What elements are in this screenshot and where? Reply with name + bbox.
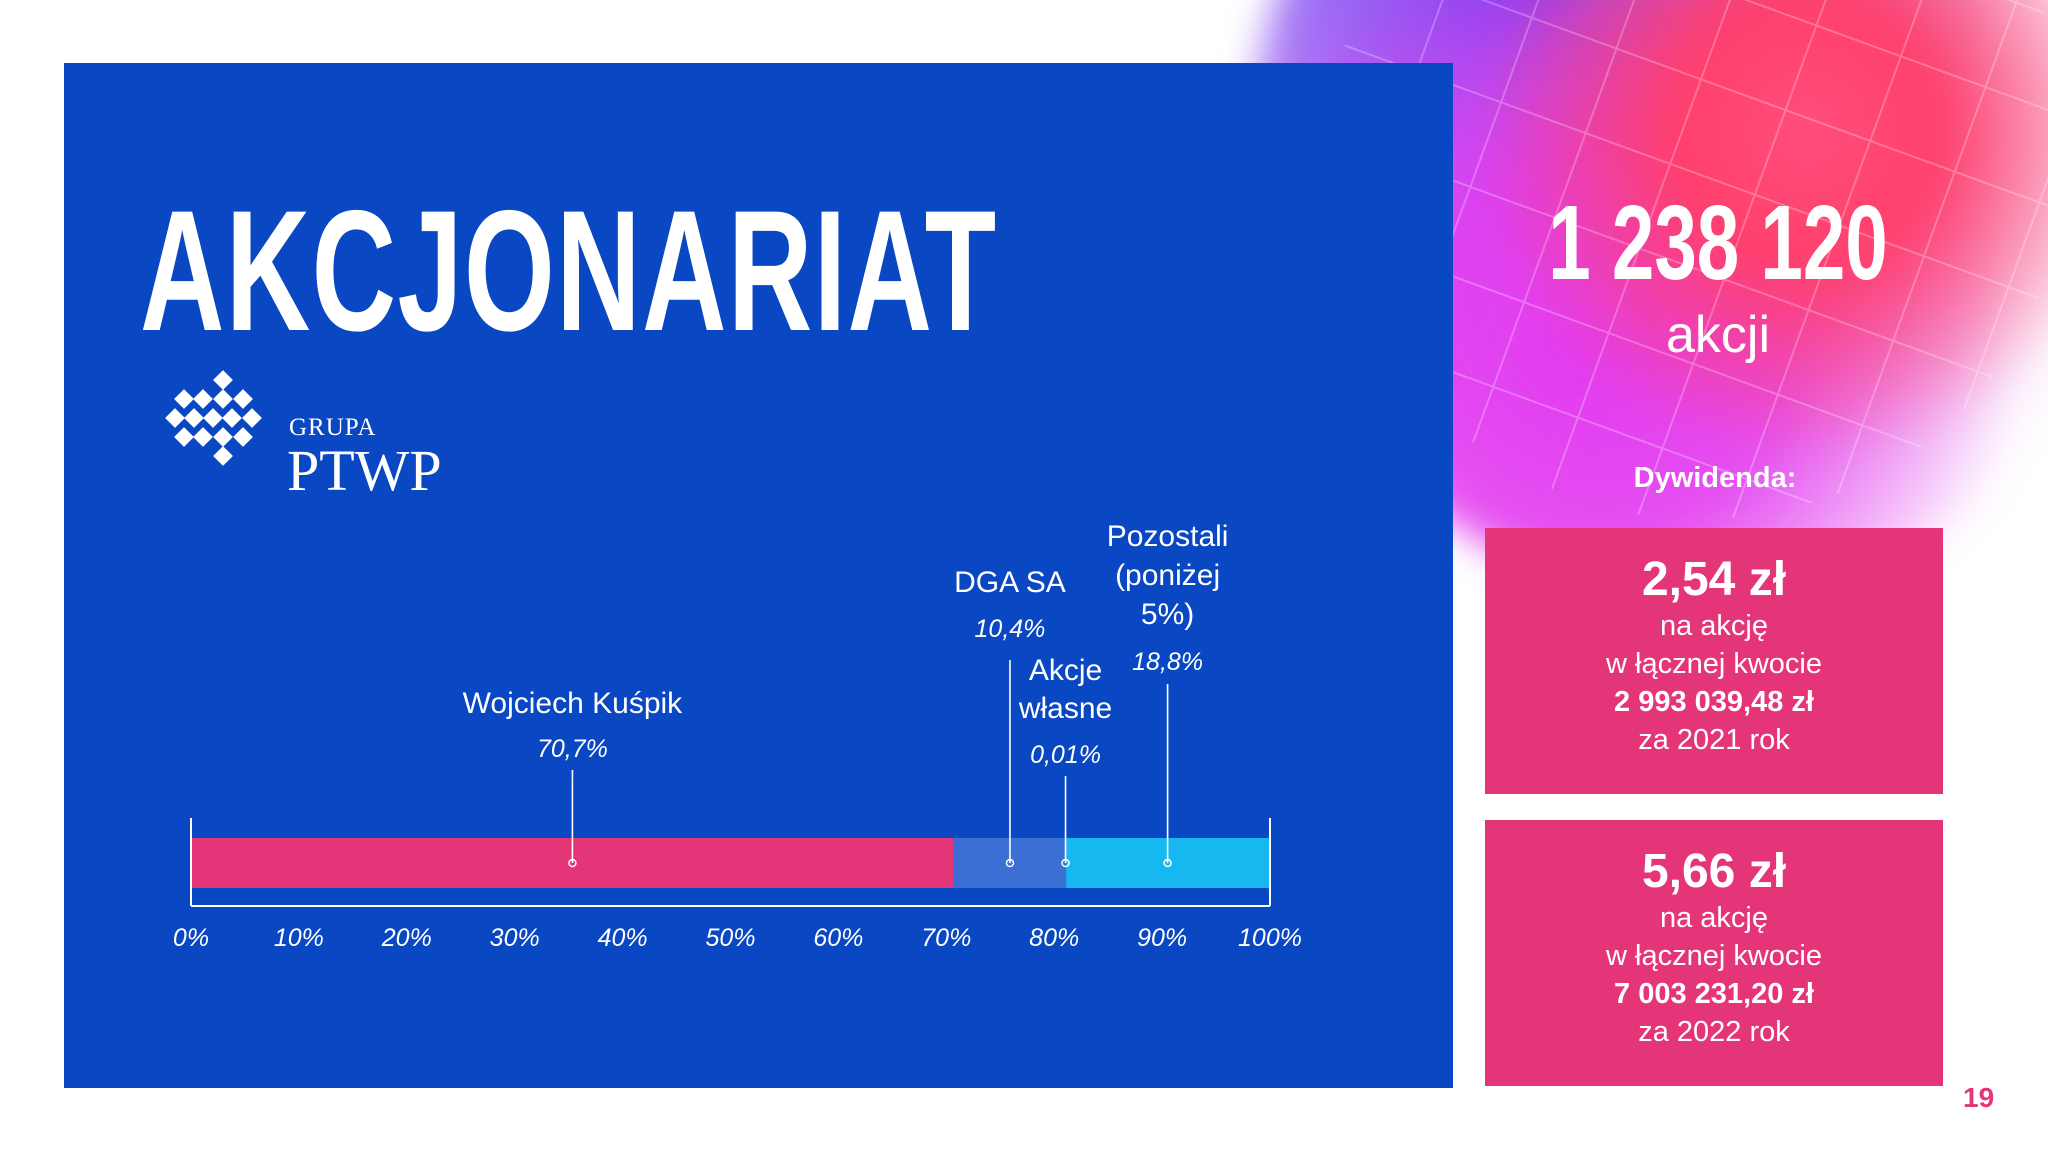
dividend-year: za 2022 rok <box>1638 1015 1790 1048</box>
chart-leader-dot <box>1005 858 1015 868</box>
chart-leader-dot <box>1061 858 1070 868</box>
chart-tick-label: 10% <box>274 924 324 952</box>
chart-series-name: Akcje <box>1029 654 1102 687</box>
chart-tick-label: 40% <box>598 924 648 952</box>
chart-series-name: Pozostali <box>1107 520 1229 553</box>
chart-tick-label: 70% <box>921 924 971 952</box>
chart-data-label: 70,7% <box>537 735 608 763</box>
main-panel <box>64 63 1453 1088</box>
shares-label: akcji <box>1665 306 1771 364</box>
dividend-line: na akcję <box>1659 901 1768 934</box>
chart-tick-label: 80% <box>1029 924 1079 952</box>
slide-title: AKCJONARIAT <box>140 175 998 367</box>
chart-tick-label: 30% <box>490 924 540 952</box>
ptwp-logo-icon <box>165 370 262 466</box>
dividend-total: 2 993 039,48 zł <box>1614 685 1814 718</box>
dividend-title: Dywidenda: <box>1633 462 1797 494</box>
chart-tick-label: 20% <box>381 924 432 952</box>
chart-series-name: DGA SA <box>954 566 1066 599</box>
chart-tick-label: 0% <box>173 924 209 952</box>
chart-leader-dot <box>1163 858 1172 868</box>
shares-count: 1 238 120 <box>1548 184 1888 302</box>
dividend-year: za 2021 rok <box>1638 723 1790 756</box>
dividend-line: na akcję <box>1659 609 1768 642</box>
chart-series-name: Wojciech Kuśpik <box>463 687 684 720</box>
dividend-total: 7 003 231,20 zł <box>1614 977 1814 1010</box>
chart-series-name: (poniżej <box>1115 559 1220 592</box>
dividend-amount: 2,54 zł <box>1641 553 1787 606</box>
logo-text-grupa: GRUPA <box>289 414 377 441</box>
logo-text-ptwp: PTWP <box>287 438 442 503</box>
chart-data-label: 18,8% <box>1132 648 1203 676</box>
dividend-card-2021: 2,54 zł na akcję w łącznej kwocie 2 993 … <box>1485 528 1943 794</box>
dividend-card-2022: 5,66 zł na akcję w łącznej kwocie 7 003 … <box>1485 820 1943 1086</box>
chart-data-label: 10,4% <box>975 615 1046 643</box>
chart-series-name: 5%) <box>1141 598 1194 631</box>
chart-data-label: 0,01% <box>1030 741 1101 769</box>
dividend-line: w łącznej kwocie <box>1606 939 1822 972</box>
chart-tick-label: 60% <box>813 924 863 952</box>
chart-tick-label: 100% <box>1238 924 1302 952</box>
dividend-amount: 5,66 zł <box>1641 845 1787 898</box>
dividend-line: w łącznej kwocie <box>1606 647 1822 680</box>
page-number: 19 <box>1963 1082 1995 1113</box>
chart-tick-label: 50% <box>705 924 755 952</box>
chart-tick-label: 90% <box>1137 924 1187 952</box>
chart-series-name: własne <box>1018 692 1112 725</box>
chart-leader-dot <box>568 858 577 868</box>
